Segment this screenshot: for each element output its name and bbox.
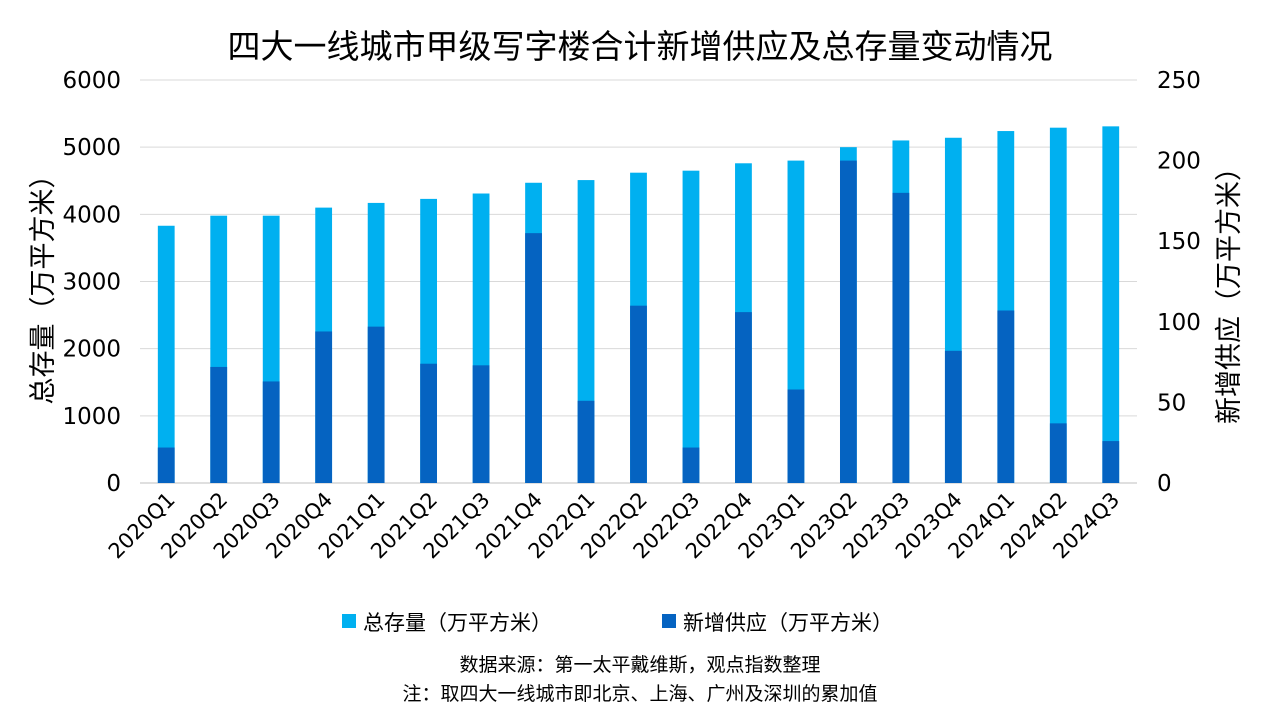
legend-label-new-supply: 新增供应（万平方米）	[683, 611, 893, 635]
legend-swatch-new-supply	[662, 614, 676, 628]
left-axis-tick-label: 6000	[62, 68, 121, 94]
left-axis-tick-label: 1000	[62, 404, 121, 430]
bar-total-stock	[682, 170, 700, 484]
bar-new-supply	[892, 192, 910, 483]
right-axis-tick-label: 150	[1157, 229, 1201, 255]
left-axis-tick-label: 4000	[62, 202, 121, 228]
left-axis-tick-label: 5000	[62, 135, 121, 161]
bars	[157, 126, 1120, 484]
bar-new-supply	[420, 363, 438, 483]
bar-total-stock	[1049, 127, 1067, 484]
remark-note: 注：取四大一线城市即北京、上海、广州及深圳的累加值	[402, 683, 877, 705]
bar-new-supply	[997, 310, 1015, 483]
bar-new-supply	[525, 233, 542, 483]
left-axis-tick-label: 3000	[62, 270, 121, 296]
bar-new-supply	[210, 366, 228, 483]
bar-new-supply	[682, 447, 700, 483]
x-axis: 2020Q12020Q22020Q32020Q42021Q12021Q22021…	[104, 488, 1124, 564]
chart-title: 四大一线城市甲级写字楼合计新增供应及总存量变动情况	[228, 27, 1053, 66]
bar-new-supply	[367, 326, 385, 483]
bar-new-supply	[787, 389, 805, 483]
right-axis-tick-label: 50	[1157, 390, 1186, 416]
bar-total-stock	[1102, 126, 1120, 483]
right-axis: 0 50 100 150 200 250	[1157, 68, 1201, 497]
bar-new-supply	[944, 350, 962, 483]
source-note: 数据来源：第一太平戴维斯，观点指数整理	[459, 654, 820, 676]
bar-new-supply	[1102, 441, 1120, 483]
bar-new-supply	[735, 312, 752, 483]
bar-new-supply	[315, 331, 333, 483]
legend-swatch-total-stock	[342, 614, 356, 628]
bar-new-supply	[577, 400, 595, 483]
bar-new-supply	[839, 160, 857, 483]
right-axis-tick-label: 200	[1157, 149, 1201, 175]
right-axis-tick-label: 250	[1157, 68, 1201, 94]
bar-new-supply	[1049, 423, 1067, 483]
left-axis-title: 总存量（万平方米）	[28, 162, 59, 405]
bar-new-supply	[472, 365, 490, 483]
right-axis-tick-label: 0	[1157, 471, 1172, 497]
left-axis-tick-label: 0	[106, 471, 121, 497]
bar-new-supply	[630, 305, 647, 483]
bar-total-stock	[157, 225, 175, 484]
bar-new-supply	[262, 381, 280, 483]
right-axis-title: 新增供应（万平方米）	[1214, 154, 1245, 424]
left-axis: 0 1000 2000 3000 4000 5000 6000	[62, 68, 121, 497]
bar-new-supply	[157, 447, 175, 483]
legend-label-total-stock: 总存量（万平方米）	[363, 611, 552, 635]
legend: 总存量（万平方米） 新增供应（万平方米）	[342, 611, 893, 635]
right-axis-tick-label: 100	[1157, 310, 1201, 336]
left-axis-tick-label: 2000	[62, 337, 121, 363]
